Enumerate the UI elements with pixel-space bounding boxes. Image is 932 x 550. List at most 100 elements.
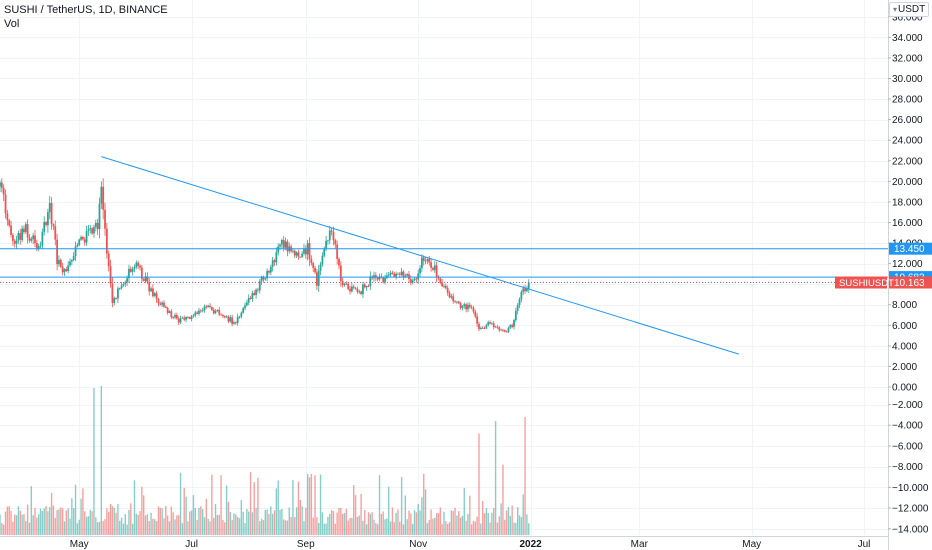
volume-bar	[96, 522, 99, 535]
candle-body	[188, 317, 191, 319]
volume-bar	[15, 515, 18, 535]
candle	[6, 209, 9, 226]
candle-body	[69, 261, 71, 266]
candle	[468, 302, 471, 309]
candle	[198, 307, 200, 316]
candle-body	[336, 244, 339, 259]
candle	[48, 196, 51, 220]
candle	[439, 277, 442, 285]
candle	[343, 282, 346, 287]
candle-body	[231, 317, 234, 324]
volume-bar	[399, 521, 401, 535]
candle	[315, 269, 318, 291]
volume-bar	[454, 507, 456, 535]
volume-bar	[87, 516, 90, 535]
candle	[362, 281, 364, 299]
candle-body	[135, 262, 138, 268]
candle	[43, 216, 46, 236]
candle	[454, 300, 456, 304]
volume-bar	[481, 500, 484, 535]
volume-bar	[334, 523, 336, 535]
price-unit-button[interactable]: ▾USDT	[889, 2, 930, 17]
volume-bar	[218, 514, 220, 535]
candle	[524, 284, 526, 294]
candle	[39, 241, 42, 249]
candle	[58, 255, 60, 267]
candle	[24, 221, 27, 234]
candle	[433, 261, 436, 273]
volume-bar	[434, 518, 436, 535]
price-tick-label: 20.000	[892, 177, 923, 188]
price-tick-label: 2.000	[892, 362, 917, 373]
volume-bar	[100, 385, 103, 535]
volume-bar	[76, 523, 79, 535]
candle-body	[343, 283, 346, 286]
candle	[345, 281, 348, 286]
volume-bar	[445, 521, 447, 535]
candle-body	[327, 240, 329, 242]
candle-body	[122, 283, 125, 286]
volume-bar	[238, 518, 241, 535]
price-tag-label: 13.450	[894, 244, 925, 255]
volume-bar	[318, 523, 320, 535]
candle	[395, 271, 397, 280]
volume-bar	[378, 475, 381, 535]
volume-bar	[0, 514, 1, 535]
candle-body	[258, 281, 261, 291]
volume-bar	[303, 521, 305, 535]
candle-body	[441, 282, 444, 287]
volume-bar	[415, 512, 418, 535]
volume-bar	[524, 416, 526, 535]
volume-bar	[222, 520, 224, 535]
volume-tick-label: −12.000	[892, 504, 929, 515]
candle-body	[72, 256, 75, 260]
candle	[19, 229, 22, 245]
candle	[69, 258, 71, 268]
candle	[87, 225, 90, 236]
candle	[194, 310, 197, 318]
volume-bar	[496, 522, 499, 535]
candle	[461, 305, 464, 311]
candle-body	[216, 309, 219, 311]
candle	[402, 270, 405, 280]
candle-body	[117, 288, 119, 299]
candle-body	[113, 298, 116, 303]
volume-bar	[424, 489, 427, 535]
volume-bar	[373, 519, 375, 535]
volume-bar	[56, 510, 58, 535]
candle-body	[428, 259, 431, 263]
volume-bar	[106, 508, 108, 535]
volume-bar	[266, 509, 268, 535]
volume-legend[interactable]: Vol	[4, 18, 20, 30]
volume-bar	[196, 519, 198, 535]
candle-body	[58, 259, 60, 265]
candle-body	[303, 248, 305, 254]
volume-bar	[362, 520, 364, 535]
symbol-legend[interactable]: SUSHI / TetherUS, 1D, BINANCE	[4, 4, 168, 16]
price-tick-label: 22.000	[892, 156, 923, 167]
candle-body	[76, 245, 79, 247]
volume-bar	[8, 506, 10, 535]
candle-body	[457, 301, 460, 304]
candle	[190, 315, 193, 322]
time-axis[interactable]: May Jul Sep Nov 2022 Mar May Jul	[70, 539, 871, 550]
candle-body	[41, 231, 44, 246]
candle-body	[433, 265, 436, 270]
candle-body	[266, 270, 269, 279]
volume-bar	[411, 524, 414, 535]
candle-body	[454, 301, 456, 303]
volume-bar	[364, 510, 366, 535]
candle	[137, 260, 140, 270]
candle	[312, 261, 315, 272]
candle-body	[166, 308, 169, 313]
volume-bar	[67, 508, 69, 535]
volume-bar	[137, 514, 139, 535]
candle	[413, 277, 416, 282]
volume-bar	[323, 523, 325, 535]
volume-bar	[131, 523, 134, 535]
price-tick-label: 4.000	[892, 341, 917, 352]
candle	[380, 273, 383, 279]
